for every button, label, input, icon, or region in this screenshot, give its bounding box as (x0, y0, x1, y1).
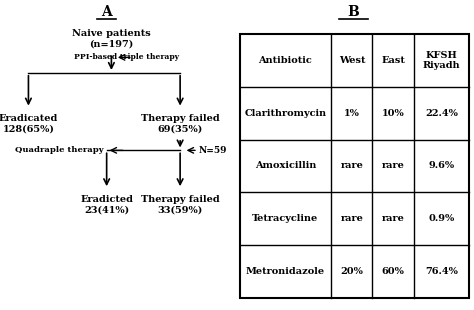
Text: rare: rare (340, 161, 364, 171)
Bar (239, 34, 469, 298)
Text: Eradicted
23(41%): Eradicted 23(41%) (80, 195, 133, 214)
Text: 1%: 1% (344, 108, 360, 118)
Text: B: B (347, 5, 359, 20)
Text: East: East (381, 56, 405, 65)
Text: rare: rare (382, 161, 404, 171)
Text: Tetracycline: Tetracycline (252, 214, 319, 223)
Text: Amoxicillin: Amoxicillin (255, 161, 316, 171)
Text: Antibiotic: Antibiotic (259, 56, 312, 65)
Text: A: A (101, 5, 112, 20)
Text: 9.6%: 9.6% (428, 161, 455, 171)
Text: rare: rare (382, 214, 404, 223)
Text: Clarithromycin: Clarithromycin (245, 108, 327, 118)
Text: Quadraple therapy: Quadraple therapy (15, 146, 103, 154)
Text: Metronidazole: Metronidazole (246, 267, 325, 276)
Text: PPI-based triple therapy: PPI-based triple therapy (74, 53, 179, 61)
Text: Therapy failed
69(35%): Therapy failed 69(35%) (141, 114, 219, 134)
Text: Eradicated
128(65%): Eradicated 128(65%) (0, 114, 58, 134)
Text: 76.4%: 76.4% (425, 267, 458, 276)
Text: 20%: 20% (340, 267, 364, 276)
Text: N=59: N=59 (199, 146, 228, 155)
Text: Therapy failed
33(59%): Therapy failed 33(59%) (141, 195, 219, 214)
Text: 60%: 60% (382, 267, 404, 276)
Text: 0.9%: 0.9% (428, 214, 455, 223)
Text: West: West (338, 56, 365, 65)
Text: KFSH
Riyadh: KFSH Riyadh (422, 51, 460, 70)
Text: Naive patients
(n=197): Naive patients (n=197) (72, 29, 151, 48)
Text: 10%: 10% (382, 108, 404, 118)
Text: 22.4%: 22.4% (425, 108, 458, 118)
Text: rare: rare (340, 214, 364, 223)
